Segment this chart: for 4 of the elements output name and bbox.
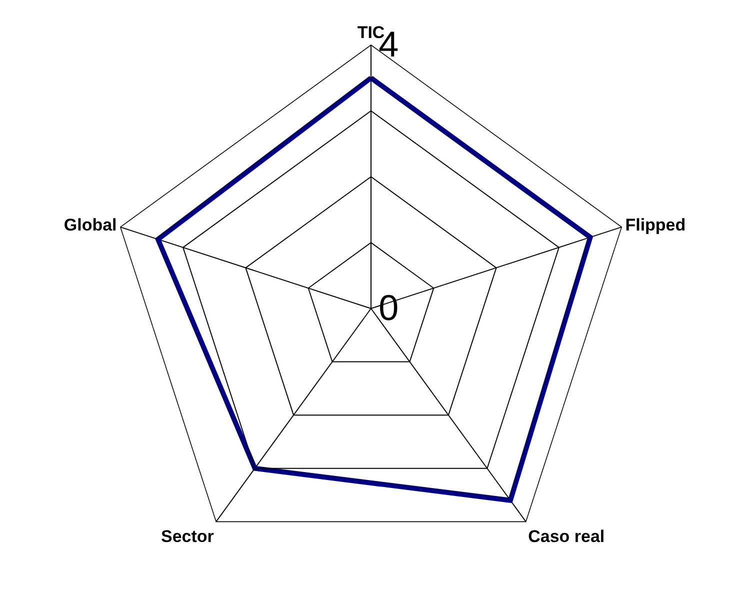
spoke-label: Sector <box>160 527 214 546</box>
spoke-label: Global <box>64 216 117 235</box>
spoke-label: Flipped <box>625 216 686 235</box>
spoke-label: Caso real <box>528 527 605 546</box>
